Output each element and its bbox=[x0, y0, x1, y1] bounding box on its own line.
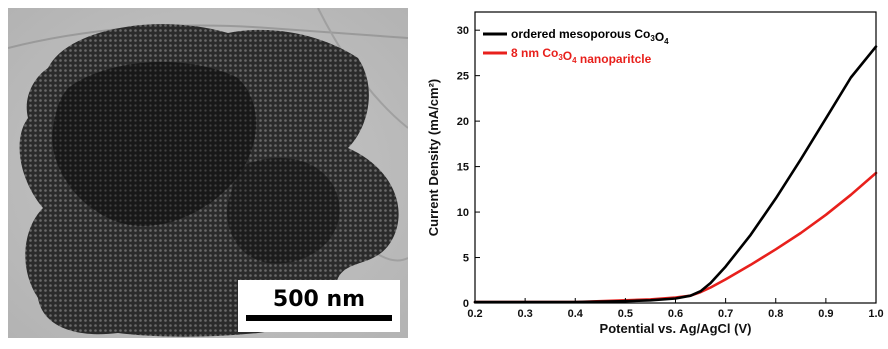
y-tick-label: 30 bbox=[457, 25, 469, 37]
y-tick-label: 5 bbox=[463, 253, 469, 265]
y-tick-label: 15 bbox=[457, 162, 469, 174]
tem-image: 500 nm bbox=[7, 7, 409, 338]
scale-bar bbox=[246, 315, 392, 321]
y-tick-label: 0 bbox=[463, 298, 469, 310]
y-tick-label: 25 bbox=[457, 71, 469, 83]
x-axis-title: Potential vs. Ag/AgCl (V) bbox=[600, 321, 752, 336]
chart-svg: 0.2 0.3 0.4 0.5 0.6 0.7 0.8 0.9 1.0 0 5 10 15 20 25 30… bbox=[426, 11, 884, 336]
x-tick-label: 0.6 bbox=[668, 308, 683, 320]
tem-micrograph: 500 nm bbox=[7, 7, 409, 338]
x-tick-label: 0.7 bbox=[718, 308, 733, 320]
y-tick-label: 10 bbox=[457, 207, 469, 219]
series-line-1 bbox=[473, 171, 878, 304]
scale-bar-label: 500 nm bbox=[273, 287, 365, 312]
x-tick-label: 0.3 bbox=[517, 308, 532, 320]
polarization-chart: 0.2 0.3 0.4 0.5 0.6 0.7 0.8 0.9 1.0 0 5 10 15 20 25 30… bbox=[418, 0, 888, 344]
x-tick-label: 0.8 bbox=[768, 308, 783, 320]
y-tick-label: 20 bbox=[457, 116, 469, 128]
y-axis-title: Current Density (mA/cm²) bbox=[426, 79, 441, 236]
x-tick-label: 0.9 bbox=[818, 308, 833, 320]
x-tick-label: 0.5 bbox=[618, 308, 633, 320]
scale-bar-box bbox=[238, 280, 400, 332]
x-tick-label: 0.4 bbox=[568, 308, 584, 320]
x-tick-label: 0.2 bbox=[467, 308, 482, 320]
series-line-0 bbox=[473, 45, 878, 304]
legend-label-1: 8 nm Co3O4 nanoparitcle bbox=[511, 46, 652, 66]
x-tick-label: 1.0 bbox=[868, 308, 883, 320]
legend-label-0: ordered mesoporous Co3O4 bbox=[511, 27, 669, 46]
